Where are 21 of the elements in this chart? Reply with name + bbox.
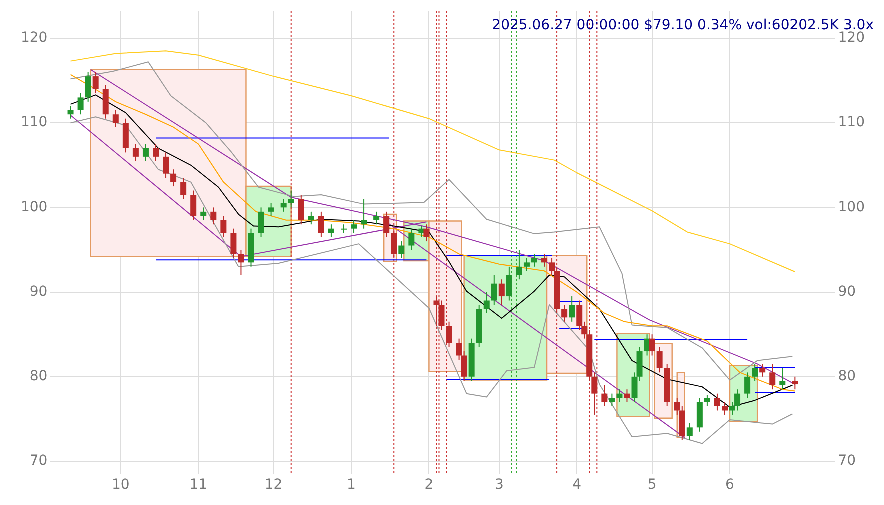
- y2-tick-label: 80: [838, 368, 856, 385]
- y-tick-label: 80: [30, 368, 48, 385]
- x-tick-label: 2: [424, 477, 434, 494]
- x-tick-label: 4: [572, 477, 582, 494]
- y-tick-label: 110: [20, 114, 48, 131]
- y2-tick-label: 70: [838, 453, 856, 470]
- x-tick-label: 12: [264, 477, 283, 494]
- x-tick-label: 11: [190, 477, 208, 494]
- x-tick-label: 1: [347, 477, 356, 494]
- y2-tick-label: 100: [838, 199, 866, 216]
- y-tick-label: 90: [30, 284, 48, 300]
- y-tick-label: 70: [30, 453, 48, 470]
- x-tick-label: 10: [112, 477, 130, 494]
- x-tick-label: 6: [726, 477, 735, 494]
- y2-tick-label: 90: [838, 284, 856, 300]
- y2-tick-label: 120: [838, 30, 866, 46]
- x-tick-label: 3: [494, 477, 504, 494]
- y-tick-label: 100: [20, 199, 48, 216]
- y-tick-label: 120: [20, 30, 48, 46]
- y2-tick-label: 110: [838, 114, 866, 131]
- x-tick-label: 5: [648, 477, 657, 494]
